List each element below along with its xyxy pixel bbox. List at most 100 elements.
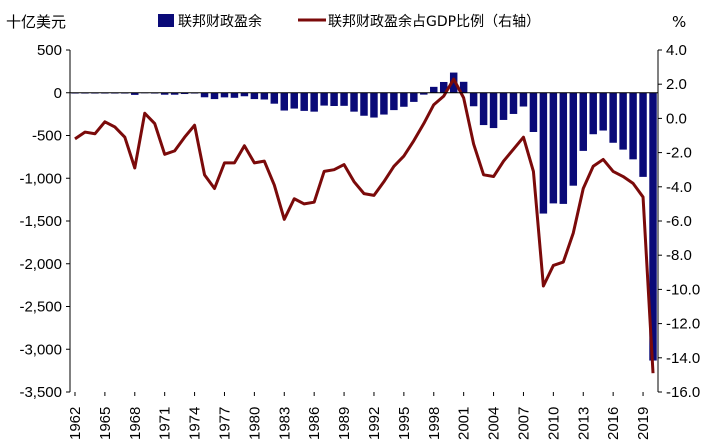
bar <box>170 92 179 95</box>
bar <box>250 92 259 100</box>
bar <box>639 92 647 177</box>
left-tick-label: -3,000 <box>19 341 62 358</box>
bar <box>320 92 328 106</box>
bar <box>609 92 617 143</box>
bar <box>509 92 518 114</box>
right-tick-label: -8.0 <box>666 247 692 264</box>
bar <box>439 81 448 93</box>
bar <box>300 92 308 111</box>
bar <box>180 92 189 95</box>
bar <box>519 92 528 107</box>
legend-label-line: 联邦财政盈余占GDP比例（右轴） <box>328 13 540 30</box>
legend-swatch-bar <box>158 14 174 27</box>
bar <box>420 92 428 95</box>
left-tick-label: 0 <box>54 85 62 102</box>
bar <box>589 92 597 135</box>
series-line <box>74 77 655 374</box>
x-tick-label: 1995 <box>396 407 413 440</box>
left-tick-label: -2,500 <box>19 299 62 316</box>
left-axis-unit-label: 十亿美元 <box>6 13 66 31</box>
x-tick-label: 2010 <box>545 407 562 440</box>
bar-series <box>71 72 657 361</box>
bar <box>559 92 568 204</box>
right-tick-label: 4.0 <box>666 42 687 59</box>
x-tick-label: 2007 <box>515 407 532 440</box>
left-tick-label: -3,500 <box>19 384 62 401</box>
bar <box>350 92 358 112</box>
bar <box>290 92 298 109</box>
bar <box>131 92 139 95</box>
bar <box>400 92 408 107</box>
bar <box>390 92 398 111</box>
x-tick-label: 2016 <box>605 407 622 440</box>
left-tick-label: -1,500 <box>19 213 62 230</box>
bar <box>449 72 458 93</box>
x-tick-label: 1980 <box>246 407 263 440</box>
x-tick-label: 2001 <box>456 407 473 440</box>
x-tick-label: 1962 <box>67 407 84 440</box>
bar <box>599 92 607 131</box>
x-tick-label: 1974 <box>187 407 204 440</box>
bar <box>340 92 348 106</box>
left-tick-label: -500 <box>32 128 62 145</box>
bar <box>459 81 468 93</box>
right-tick-label: -2.0 <box>666 145 692 162</box>
bar <box>569 92 578 186</box>
line-series <box>74 77 655 374</box>
bar <box>649 92 657 361</box>
bar <box>260 92 269 100</box>
bar <box>579 92 587 151</box>
x-tick-label: 1986 <box>306 407 323 440</box>
x-tick-label: 2019 <box>635 407 652 440</box>
bar <box>160 92 169 95</box>
right-tick-label: -4.0 <box>666 179 692 196</box>
x-tick-label: 1968 <box>127 407 144 440</box>
bar <box>479 92 488 126</box>
bar <box>280 92 288 111</box>
bar <box>360 92 368 116</box>
bar <box>469 92 478 107</box>
bar <box>529 92 538 132</box>
x-tick-label: 1971 <box>157 407 174 440</box>
x-tick-label: 1998 <box>426 407 443 440</box>
right-tick-label: -10.0 <box>666 281 700 298</box>
right-tick-label: -12.0 <box>666 316 700 333</box>
x-tick-label: 1989 <box>336 407 353 440</box>
right-tick-label: -14.0 <box>666 350 700 367</box>
bar <box>619 92 627 150</box>
left-tick-label: -2,000 <box>19 256 62 273</box>
bar <box>489 92 498 129</box>
left-tick-label: 500 <box>37 42 62 59</box>
bar <box>549 92 558 204</box>
x-tick-label: 2004 <box>486 407 503 440</box>
bar <box>629 92 637 160</box>
right-tick-label: -16.0 <box>666 384 700 401</box>
right-tick-label: 0.0 <box>666 110 687 127</box>
left-tick-label: -1,000 <box>19 170 62 187</box>
right-tick-label: -6.0 <box>666 213 692 230</box>
bar <box>539 92 548 214</box>
bar <box>499 92 508 120</box>
bar <box>220 92 229 98</box>
legend: 联邦财政盈余 联邦财政盈余占GDP比例（右轴） <box>158 13 540 30</box>
bar <box>380 92 388 115</box>
bar <box>410 92 418 102</box>
right-axis-ticks: 4.0 2.0 0.0 -2.0 -4.0 -6.0 -8.0 -10.0 -12.0 -14.0… <box>658 42 700 401</box>
bar <box>330 92 338 106</box>
legend-label-bar: 联邦财政盈余 <box>178 13 262 30</box>
bar <box>200 92 209 98</box>
bar <box>310 92 318 112</box>
right-tick-label: 2.0 <box>666 76 687 93</box>
bar <box>270 92 279 104</box>
bar <box>370 92 378 118</box>
bar <box>210 92 219 100</box>
x-tick-label: 1992 <box>366 407 383 440</box>
right-axis-unit-label: % <box>672 13 686 31</box>
x-tick-label: 1983 <box>276 407 293 440</box>
bar <box>230 92 239 98</box>
x-tick-label: 1965 <box>97 407 114 440</box>
left-axis-ticks: 500 0 -500 -1,000 -1,500 -2,000 -2,500 -3,000 -3… <box>19 42 70 401</box>
bar <box>240 92 249 97</box>
x-tick-label: 2013 <box>575 407 592 440</box>
